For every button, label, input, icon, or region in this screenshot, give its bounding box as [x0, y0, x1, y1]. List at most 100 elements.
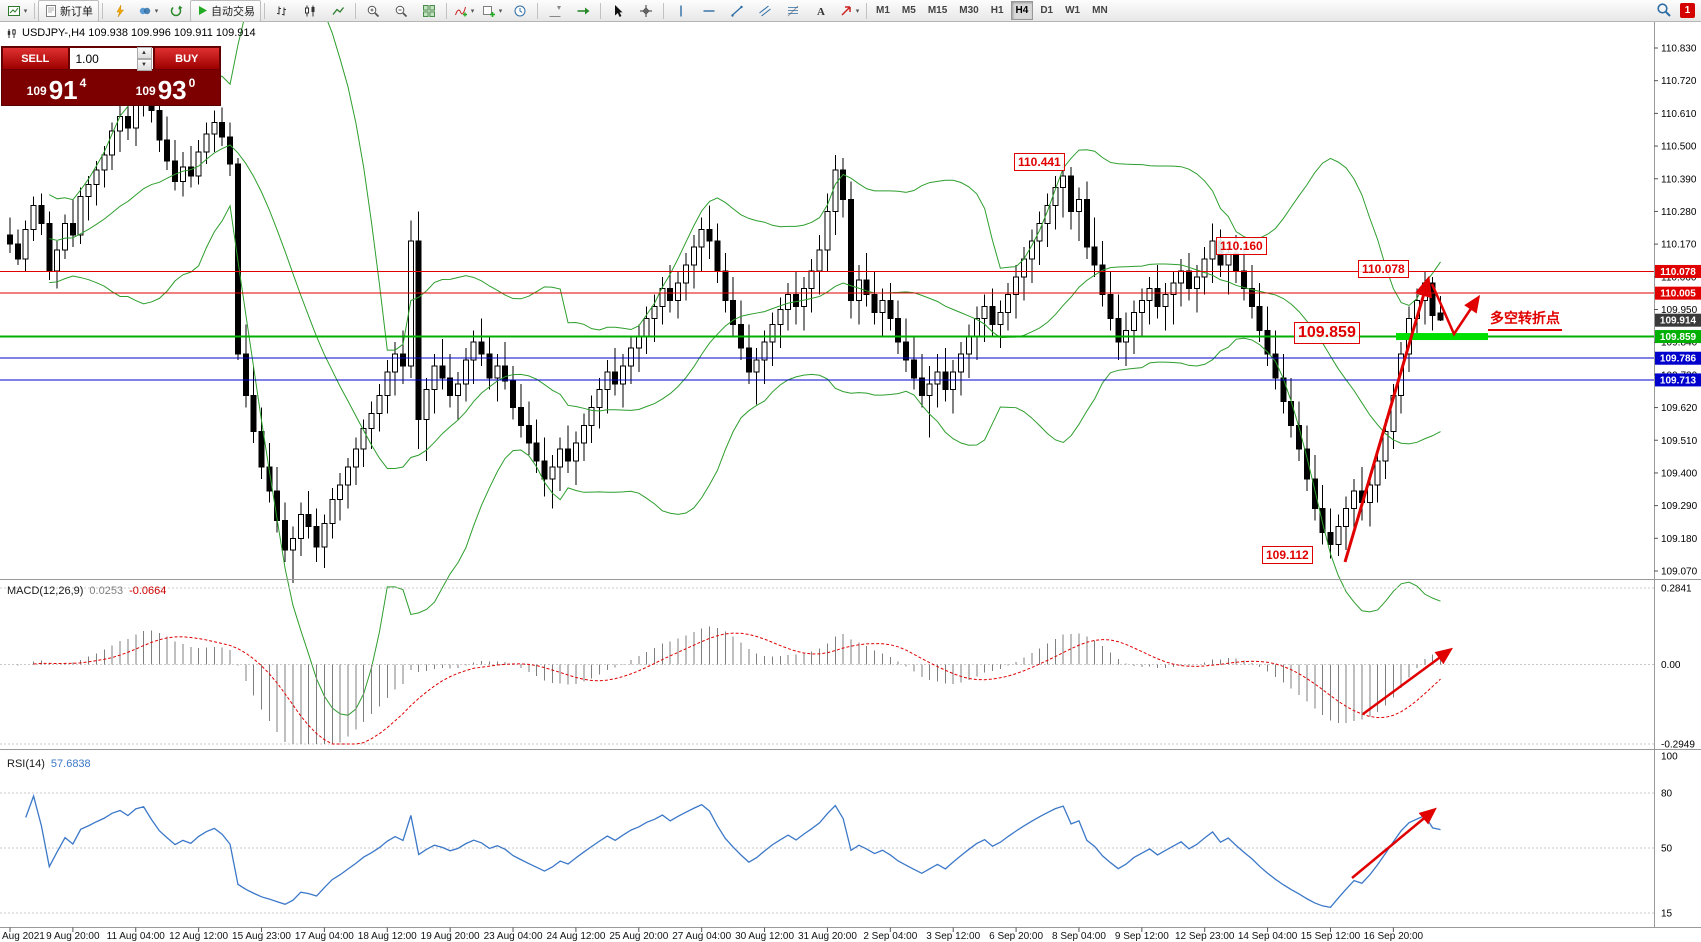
refresh-icon — [170, 5, 183, 16]
svg-text:109.950: 109.950 — [1661, 305, 1698, 316]
svg-text:110.170: 110.170 — [1661, 240, 1697, 251]
timeframe-button-H1[interactable]: H1 — [990, 5, 1004, 16]
tile-windows-button[interactable] — [415, 0, 443, 22]
sell-price-sup: 4 — [79, 76, 87, 90]
svg-text:109.840: 109.840 — [1661, 338, 1698, 349]
toolbar-separator — [264, 2, 265, 19]
volume-input[interactable]: 1.00 ▲ ▼ — [68, 46, 154, 71]
svg-text:109.400: 109.400 — [1661, 468, 1698, 479]
svg-text:110.005: 110.005 — [1660, 289, 1696, 300]
rsi-value: 57.6838 — [50, 758, 91, 770]
volume-value: 1.00 — [75, 51, 99, 66]
volume-down-button[interactable]: ▼ — [136, 58, 152, 71]
bar-chart-mode-button[interactable] — [268, 0, 296, 22]
zoom-in-button[interactable] — [359, 0, 387, 22]
volume-spinner: ▲ ▼ — [136, 46, 152, 71]
svg-text:110.078: 110.078 — [1660, 267, 1696, 278]
timeframe-button-M15[interactable]: M15 — [927, 5, 948, 16]
macd-title-text: MACD(12,26,9) — [7, 585, 84, 597]
channel-icon — [759, 5, 771, 16]
chart-shift-button[interactable] — [541, 0, 569, 22]
new-chart-button[interactable]: ▾ — [3, 0, 31, 22]
svg-text:109.713: 109.713 — [1660, 375, 1697, 386]
text-tool-button[interactable]: A — [807, 0, 835, 22]
svg-text:30 Aug 12:00: 30 Aug 12:00 — [735, 931, 794, 942]
bar-chart-icon — [277, 6, 286, 15]
period-button[interactable] — [506, 0, 534, 22]
trend-arrow-main — [1343, 275, 1432, 563]
crosshair-button[interactable] — [632, 0, 660, 22]
indicators-button[interactable]: ▾ — [450, 0, 478, 22]
auto-scroll-button[interactable] — [569, 0, 597, 22]
timeframe-button-W1[interactable]: W1 — [1065, 5, 1081, 16]
chart-title-text: USDJPY-,H4 109.938 109.996 109.911 109.9… — [22, 27, 256, 39]
svg-text:Aug 2021: Aug 2021 — [2, 931, 45, 942]
toolbar-right-group: 1 — [1656, 2, 1695, 18]
arrows-tool-button[interactable]: ▾ — [835, 0, 863, 22]
timeframe-button-D1[interactable]: D1 — [1040, 5, 1054, 16]
auto-trading-label: 自动交易 — [211, 5, 255, 18]
svg-text:15 Aug 23:00: 15 Aug 23:00 — [232, 931, 291, 942]
buy-button[interactable]: BUY — [153, 47, 220, 70]
price-annotation: 110.078 — [1358, 260, 1409, 278]
profiles-button[interactable]: ▾ — [134, 0, 162, 22]
svg-text:8 Sep 04:00: 8 Sep 04:00 — [1052, 931, 1106, 942]
trend-arrow-rsi — [1351, 807, 1437, 879]
svg-text:9 Sep 12:00: 9 Sep 12:00 — [1115, 931, 1169, 942]
trend-arrow-macd — [1362, 647, 1454, 716]
timeframe-button-H4[interactable]: H4 — [1010, 1, 1034, 20]
rsi-label: RSI(14) 57.6838 — [7, 758, 91, 770]
refresh-button[interactable] — [162, 0, 190, 22]
notification-badge[interactable]: 1 — [1680, 2, 1695, 18]
main-toolbar: ▾ 新订单 ▾ 自动交易 ▾ ▾ — [0, 0, 1701, 22]
crosshair-icon — [640, 4, 652, 17]
svg-text:12 Aug 12:00: 12 Aug 12:00 — [169, 931, 228, 942]
timeframe-button-M30[interactable]: M30 — [959, 5, 979, 16]
search-icon[interactable] — [1656, 2, 1672, 18]
svg-text:6 Sep 20:00: 6 Sep 20:00 — [989, 931, 1043, 942]
volume-up-button[interactable]: ▲ — [136, 46, 152, 59]
svg-text:109.510: 109.510 — [1661, 436, 1698, 447]
svg-text:110.720: 110.720 — [1661, 76, 1697, 87]
compile-button[interactable] — [106, 0, 134, 22]
timeframe-button-M5[interactable]: M5 — [901, 5, 916, 16]
chart-canvas[interactable]: 110.830 110.720 110.610 110.500 110.390 110.2… — [0, 22, 1701, 942]
svg-text:-0.2949: -0.2949 — [1661, 740, 1695, 751]
svg-text:109.620: 109.620 — [1661, 403, 1698, 414]
candles-layer — [7, 48, 1444, 583]
sell-price-display[interactable]: 109 91 4 — [2, 70, 111, 105]
rsi-panel: 100 80 50 15 — [0, 752, 1678, 919]
toolbar-separator — [102, 2, 103, 19]
trend-arrow-main — [1430, 283, 1481, 337]
sell-price-main: 91 — [48, 75, 78, 105]
cursor-button[interactable] — [604, 0, 632, 22]
vertical-line-button[interactable] — [667, 0, 695, 22]
vertical-line-icon — [680, 5, 682, 16]
new-order-button[interactable]: 新订单 — [38, 0, 99, 22]
channel-button[interactable] — [751, 0, 779, 22]
timeframe-button-M1[interactable]: M1 — [876, 5, 890, 16]
svg-text:110.390: 110.390 — [1661, 174, 1697, 185]
auto-trading-button[interactable]: 自动交易 — [190, 0, 261, 22]
svg-text:A: A — [817, 6, 825, 18]
horizontal-line-button[interactable] — [695, 0, 723, 22]
svg-text:19 Aug 20:00: 19 Aug 20:00 — [421, 931, 480, 942]
buy-price-display[interactable]: 109 93 0 — [111, 70, 220, 105]
svg-text:14 Sep 04:00: 14 Sep 04:00 — [1238, 931, 1298, 942]
fibonacci-button[interactable] — [779, 0, 807, 22]
zoom-out-button[interactable] — [387, 0, 415, 22]
svg-text:80: 80 — [1661, 788, 1673, 799]
timeframe-button-MN[interactable]: MN — [1092, 5, 1108, 16]
sell-button[interactable]: SELL — [2, 47, 69, 70]
toolbar-separator — [446, 2, 447, 19]
trendline-button[interactable] — [723, 0, 751, 22]
trendline-icon — [731, 5, 743, 17]
svg-text:110.500: 110.500 — [1661, 142, 1697, 153]
new-window-button[interactable]: ▾ — [478, 0, 506, 22]
price-annotation: 110.160 — [1216, 237, 1267, 255]
text-tool-icon: A — [817, 6, 825, 18]
candlestick-mode-button[interactable] — [296, 0, 324, 22]
price-annotation: 109.112 — [1262, 546, 1313, 564]
svg-text:110.280: 110.280 — [1661, 207, 1697, 218]
line-chart-mode-button[interactable] — [324, 0, 352, 22]
